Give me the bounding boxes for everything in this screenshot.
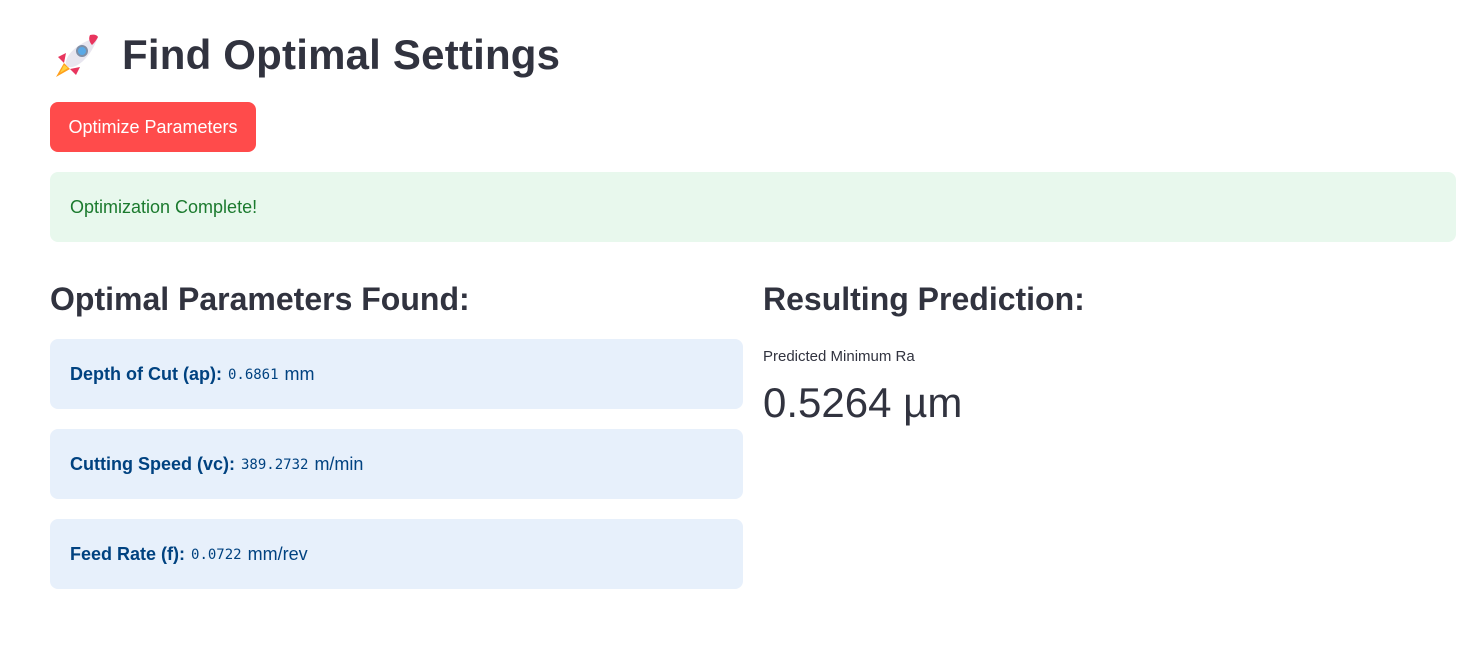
parameter-value: 389.2732 [241,457,309,473]
page-title: Find Optimal Settings [122,31,561,78]
success-alert: Optimization Complete! [50,172,1456,242]
parameter-label: Depth of Cut (ap): [70,363,222,384]
optimal-parameters-heading: Optimal Parameters Found: [50,281,470,317]
optimize-parameters-button[interactable]: Optimize Parameters [50,102,256,152]
metric-label: Predicted Minimum Ra [763,348,915,365]
parameter-unit: mm [284,363,315,384]
parameter-cutting-speed: Cutting Speed (vc): 389.2732 m/min [50,429,743,499]
resulting-prediction-heading: Resulting Prediction: [763,281,1085,317]
parameter-value: 0.6861 [227,367,279,383]
parameter-feed-rate: Feed Rate (f): 0.0722 mm/rev [50,519,743,589]
parameter-label: Cutting Speed (vc): [70,453,235,474]
parameter-depth-of-cut: Depth of Cut (ap): 0.6861 mm [50,339,743,409]
page-header: Find Optimal Settings [50,22,560,88]
parameter-label: Feed Rate (f): [70,543,186,564]
success-message: Optimization Complete! [70,196,258,217]
parameter-unit: m/min [314,453,364,474]
parameter-value: 0.0722 [191,547,242,563]
prediction-column: Resulting Prediction: Predicted Minimum … [763,270,1456,428]
optimal-parameters-column: Optimal Parameters Found: Depth of Cut (… [50,270,743,589]
metric-value: 0.5264 µm [763,379,963,426]
parameter-unit: mm/rev [247,543,308,564]
rocket-icon [50,27,106,83]
